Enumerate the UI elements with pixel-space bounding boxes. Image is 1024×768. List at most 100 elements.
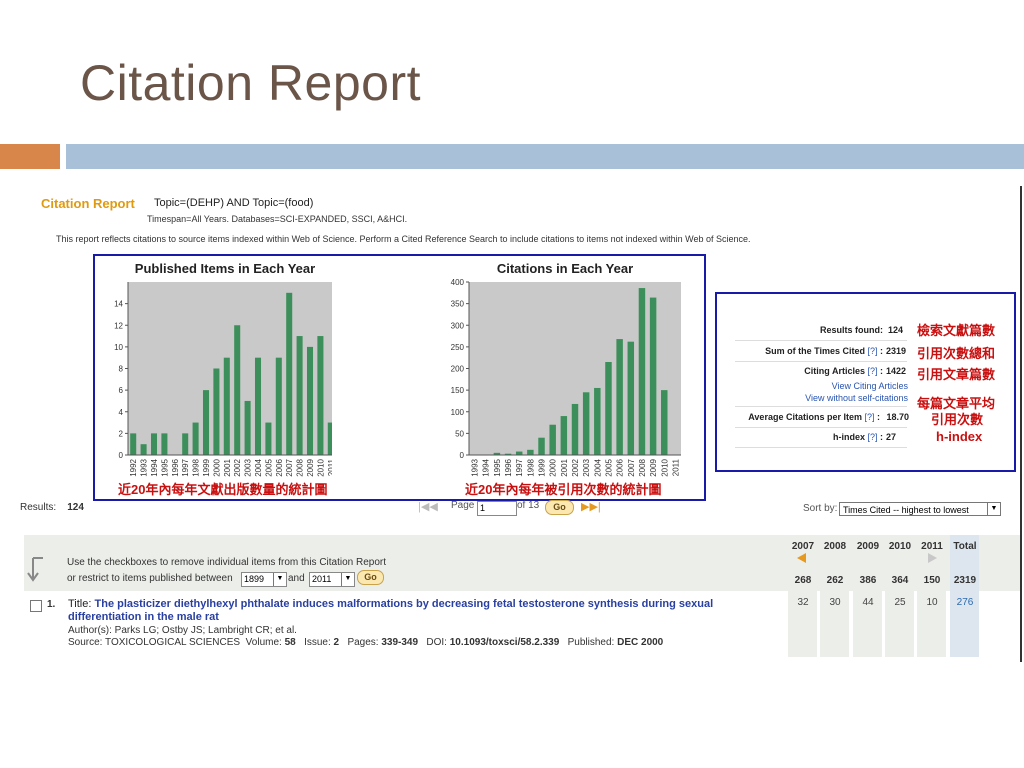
citations-y-tick-label: 400 [451,278,465,287]
published-bar [265,422,272,455]
report-timespan: Timespan=All Years. Databases=SCI-EXPAND… [147,214,408,224]
published-y-tick-label: 8 [119,365,124,374]
published-bar [223,357,230,455]
view-citing-articles-link[interactable]: View Citing Articles [831,381,908,391]
citations-y-tick-label: 350 [451,300,465,309]
citations-y-tick-label: 300 [451,321,465,330]
from-year-select[interactable]: 1899 ▼ [241,572,287,587]
citations-x-tick-label: 2011 [671,458,680,476]
citations-bar [582,392,590,455]
published-x-tick-label: 1994 [150,458,159,476]
cn-average-line1: 每篇文章平均 [917,396,996,411]
year-column-2007 [788,591,817,657]
chevron-down-icon: ▼ [987,503,1000,515]
report-topic: Topic=(DEHP) AND Topic=(food) [154,197,314,209]
cn-sum-times-cited: 引用次數總和 [917,346,996,361]
published-x-tick-label: 2001 [223,458,232,476]
results-summary: Results: 124 [20,502,84,513]
help-link[interactable]: [?] [867,432,878,442]
citations-x-tick-label: 1994 [482,458,491,476]
published-chart-title: Published Items in Each Year [134,261,316,276]
page-go-button[interactable]: Go [545,500,574,515]
published-x-tick-label: 2007 [285,458,294,476]
record-total: 276 [956,597,974,608]
help-link[interactable]: [?] [864,412,875,422]
next-page-button[interactable]: ▶▶| [581,501,601,513]
help-link[interactable]: [?] [867,366,878,376]
slide-title: Citation Report [80,55,421,111]
cn-citing-articles: 引用文章篇數 [917,367,996,382]
record-year-value: 30 [829,597,841,608]
published-bar [317,336,324,455]
citations-bar [594,387,601,455]
published-chart: 0 2 4 6 8 10 12 14 1992 1993 1994 1995 1996 1997 1998 1… [114,282,332,477]
published-x-tick-label: 1993 [140,458,149,476]
accent-bar-blue [66,144,1024,169]
total-column [950,535,979,657]
results-found-value: 124 [887,325,903,335]
citations-bar [493,452,501,455]
citations-x-tick-label: 2002 [571,458,580,476]
next-years-arrow-icon[interactable] [928,553,937,563]
citations-x-tick-label: 1998 [526,458,535,476]
published-x-tick-label: 2010 [316,458,325,476]
published-bar [296,336,303,455]
published-x-tick-label: 1996 [171,458,180,476]
year-column-2009 [853,591,882,657]
citations-bar [515,451,523,455]
page-count: of 13 [517,500,540,511]
citations-chart-title: Citations in Each Year [496,261,634,276]
published-y-tick-label: 10 [114,343,123,352]
filter-go-button[interactable]: Go [357,570,384,585]
published-x-tick-label: 2011 [327,458,332,476]
record-number: 1. [47,599,56,610]
report-title: Citation Report [41,196,135,211]
citations-x-tick-label: 2010 [660,458,669,476]
page-label: Page [451,500,475,511]
sort-label: Sort by: [803,503,838,514]
published-x-tick-label: 2006 [275,458,284,476]
published-y-tick-label: 14 [114,300,123,309]
published-bar [286,292,293,455]
year-sum: 150 [923,575,941,586]
corner-arrow-icon [27,557,43,582]
citations-x-tick-label: 1995 [493,458,502,476]
sum-times-cited-label: Sum of the Times Cited [?] : [765,346,883,356]
published-caption: 近20年內每年文獻出版數量的統計圖 [118,482,328,497]
published-x-tick-label: 2005 [264,458,273,476]
and-label: and [288,573,305,584]
published-y-tick-label: 4 [119,408,124,417]
published-x-tick-label: 2003 [244,458,253,476]
citations-bar [504,453,512,455]
year-sum: 262 [826,575,844,586]
view-without-self-citations-link[interactable]: View without self-citations [805,393,908,403]
citations-x-tick-label: 2001 [560,458,569,476]
help-link[interactable]: [?] [867,346,878,356]
page-input[interactable]: 1 [477,501,517,516]
citations-bar [605,362,612,455]
record-title-link[interactable]: The plasticizer diethylhexyl phthalate i… [68,598,714,623]
published-x-tick-label: 1998 [192,458,201,476]
previous-years-arrow-icon[interactable] [797,553,806,563]
first-page-button[interactable]: |◀◀ [418,501,438,513]
published-x-tick-label: 1997 [181,458,190,476]
citations-y-tick-label: 100 [451,408,465,417]
citations-y-tick-label: 50 [455,429,464,438]
record-checkbox[interactable] [30,600,42,612]
to-year-select[interactable]: 2011 ▼ [309,572,355,587]
published-bar [213,368,220,455]
total-header: Total [953,541,977,552]
year-sum: 364 [891,575,909,586]
citations-x-tick-label: 2003 [582,458,591,476]
table-header [24,535,1020,591]
year-column-2010 [885,591,914,657]
record-year-value: 25 [894,597,906,608]
published-bar [306,346,314,455]
citations-bar [649,297,657,455]
citations-bar [638,288,646,455]
citations-bar [549,424,556,455]
citations-bar [571,403,579,455]
published-bar [140,444,147,455]
sort-select[interactable]: Times Cited -- highest to lowest ▼ [839,502,1001,516]
citations-bar [560,416,568,455]
